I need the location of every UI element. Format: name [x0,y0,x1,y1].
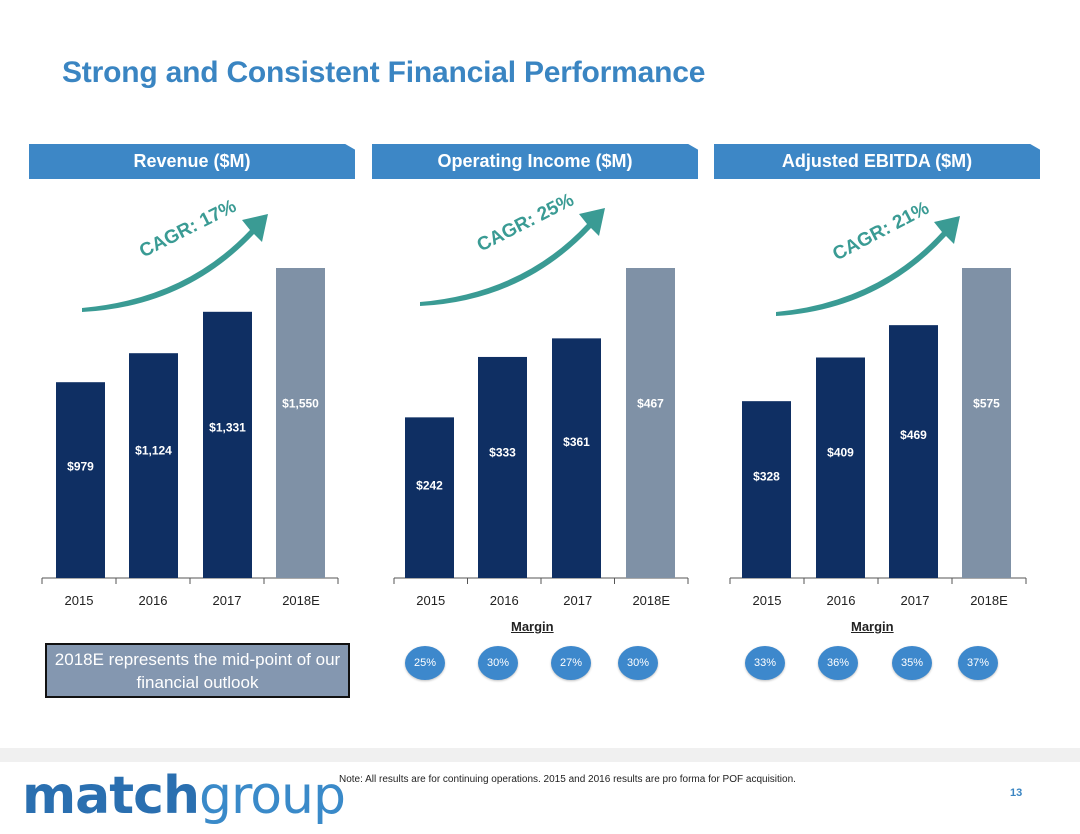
cagr-label-1: CAGR: 25% [474,190,578,257]
margin-label-operating-income: Margin [511,619,554,634]
bar-1-1 [478,356,527,578]
cagr-arrow-2 [776,216,960,316]
bar-label-0-2: $1,331 [209,421,246,435]
bar-0-1 [129,353,178,578]
page-number: 13 [1010,787,1023,799]
cagr-label-2: CAGR: 21% [829,198,932,266]
bar-1-3 [626,268,675,578]
margin-circle-ebitda-2018e: 37% [958,646,998,680]
bar-1-0 [405,417,454,578]
operating-income-chart-header: Operating Income ($M) [372,144,698,179]
bar-label-2-1: $409 [827,446,854,460]
bar-2-3 [962,268,1011,578]
bar-label-0-1: $1,124 [135,443,172,457]
match-group-logo: matchgroup [22,766,346,826]
margin-circle-ebitda-2015: 33% [745,646,785,680]
logo-part2: group [198,766,346,826]
bar-label-2-3: $575 [973,397,1000,411]
bar-label-1-0: $242 [416,479,443,493]
bar-2-0 [742,401,791,578]
category-label-0-1: 2016 [139,593,168,608]
margin-circle-oi-2018e: 30% [618,646,658,680]
category-label-2-3: 2018E [970,593,1008,608]
margin-circle-oi-2017: 27% [551,646,591,680]
margin-circle-oi-2015: 25% [405,646,445,680]
margin-circle-ebitda-2016: 36% [818,646,858,680]
footnote: Note: All results are for continuing ope… [339,774,796,785]
bar-label-1-1: $333 [489,445,516,459]
margin-circle-oi-2016: 30% [478,646,518,680]
bar-label-0-0: $979 [67,459,94,473]
category-label-0-2: 2017 [213,593,242,608]
category-label-0-3: 2018E [282,593,320,608]
logo-part1: match [22,766,200,826]
category-label-2-1: 2016 [827,593,856,608]
bar-label-0-3: $1,550 [282,397,319,411]
bar-0-2 [203,311,252,578]
category-label-1-2: 2017 [563,593,592,608]
page-title: Strong and Consistent Financial Performa… [62,56,706,89]
cagr-arrow-0 [82,214,268,312]
bar-2-2 [889,325,938,578]
cagr-label-0: CAGR: 17% [136,196,240,262]
bar-1-2 [552,338,601,578]
category-label-2-0: 2015 [753,593,782,608]
margin-label-adjusted-ebitda: Margin [851,619,894,634]
bar-label-1-2: $361 [563,435,590,449]
category-label-1-0: 2015 [416,593,445,608]
bar-2-1 [816,357,865,578]
bar-0-3 [276,268,325,578]
category-label-0-0: 2015 [65,593,94,608]
footer-band [0,748,1080,834]
bar-0-0 [56,382,105,578]
category-label-1-1: 2016 [490,593,519,608]
bar-label-2-2: $469 [900,428,927,442]
margin-circle-ebitda-2017: 35% [892,646,932,680]
bar-label-2-0: $328 [753,470,780,484]
revenue-chart-header: Revenue ($M) [29,144,355,179]
bar-label-1-3: $467 [637,397,664,411]
adjusted-ebitda-chart-header: Adjusted EBITDA ($M) [714,144,1040,179]
category-label-1-3: 2018E [632,593,670,608]
outlook-note: 2018E represents the mid-point of our fi… [45,643,350,698]
category-label-2-2: 2017 [901,593,930,608]
cagr-arrow-1 [420,208,605,306]
